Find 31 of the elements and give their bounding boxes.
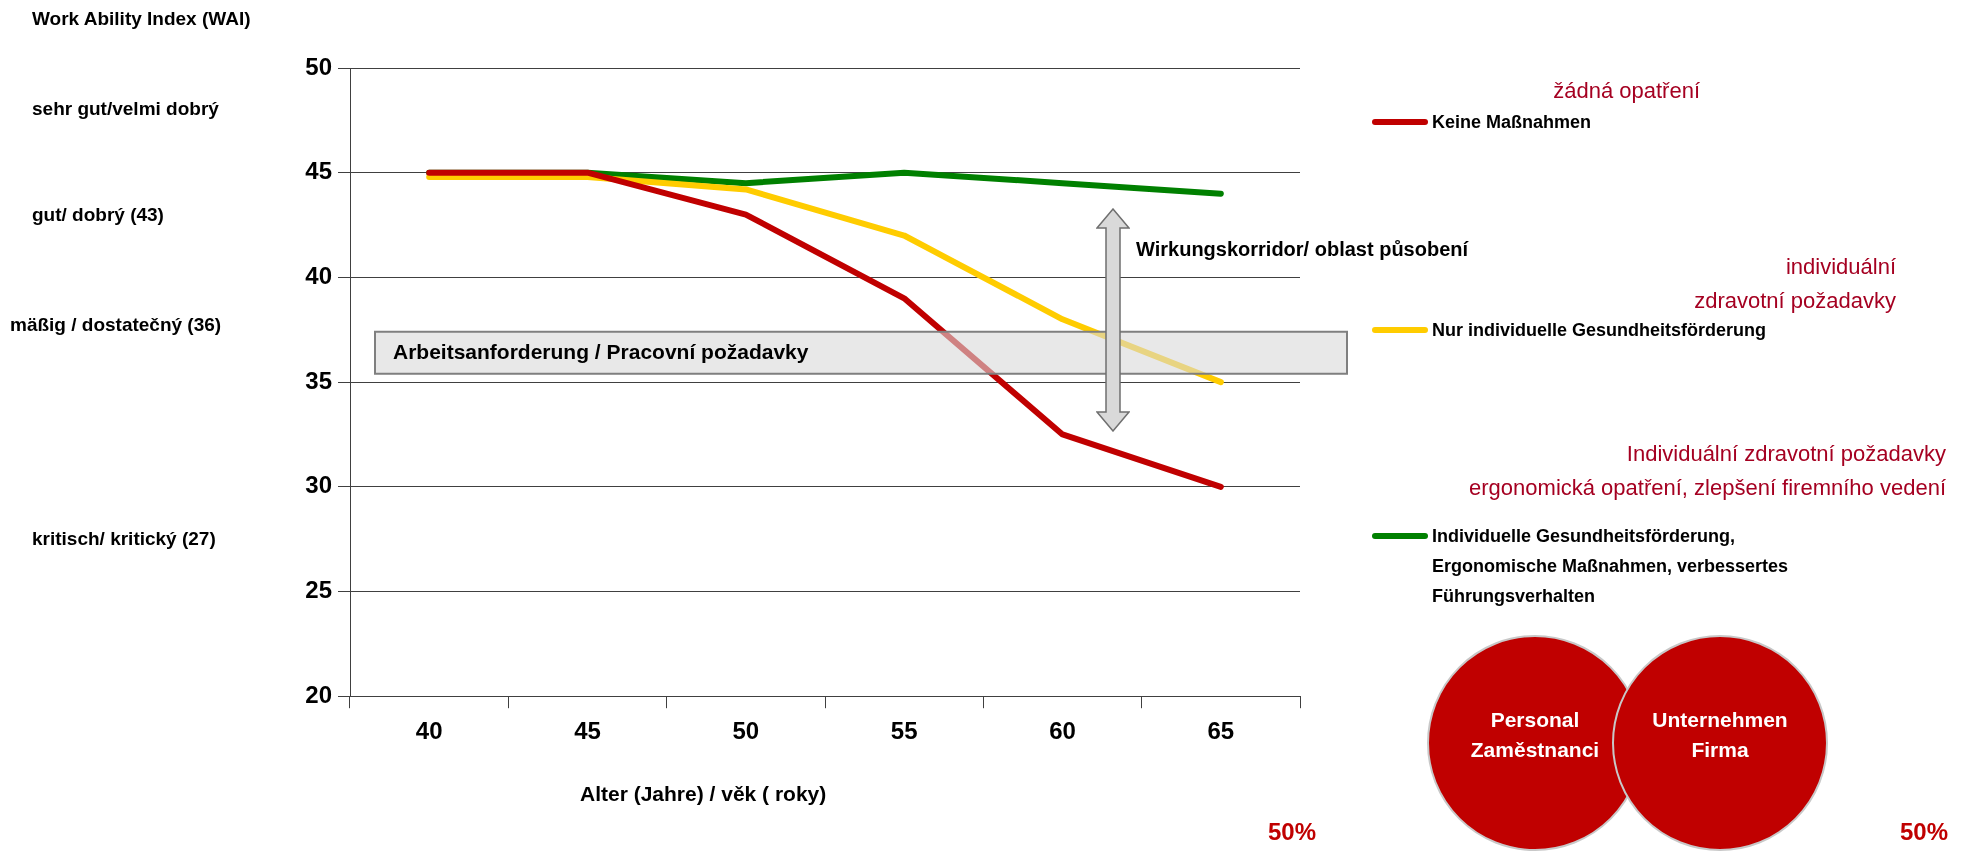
band-label: Arbeitsanforderung / Pracovní požadavky [393,339,809,363]
x-tick-label: 55 [890,717,918,745]
legend-label: Individuelle Gesundheitsförderung, Ergonomische Maßnahmen, verbessertes Führungsverhalten [1432,525,1790,608]
y-tick-label: 20 [305,680,332,708]
text: sehr gut/velmi dobrý [32,98,219,120]
y-tick-label: 30 [305,471,332,499]
text: Unternehmen Firma [1651,707,1789,763]
y-tick-label: 25 [305,576,332,604]
x-tick-label: 40 [415,717,443,745]
x-axis-title: Alter (Jahre) / věk ( roky) [580,782,827,806]
x-tick-label: 60 [1049,717,1076,745]
x-tick-label: 50 [732,717,760,745]
x-tick-label: 65 [1207,717,1235,745]
text: žádná opatření [1553,78,1700,104]
legend-label: Keine Maßnahmen [1432,111,1593,134]
text: Individuální zdravotní požadavky ergonomická opatření, zlepšení firemního vedení [1469,440,1946,502]
y-tick-label: 40 [305,262,332,290]
y-tick-label: 45 [305,157,332,185]
text: 50% [1268,818,1317,846]
text: kritisch/ kritický (27) [32,528,216,550]
text: individuální zdravotní požadavky [1694,253,1896,315]
text: mäßig / dostatečný (36) [10,314,222,336]
text: Personal Zaměstnanci [1469,707,1601,763]
text: gut/ dobrý (43) [32,204,164,226]
annotation: Wirkungskorridor/ oblast působení [1136,238,1469,261]
y-tick-label: 50 [305,52,332,80]
text: 50% [1900,818,1949,846]
y-axis-title: Work Ability Index (WAI) [32,8,251,30]
legend-label: Nur individuelle Gesundheitsförderung [1432,319,1768,342]
x-tick-label: 45 [574,717,601,745]
y-tick-label: 35 [305,366,332,394]
